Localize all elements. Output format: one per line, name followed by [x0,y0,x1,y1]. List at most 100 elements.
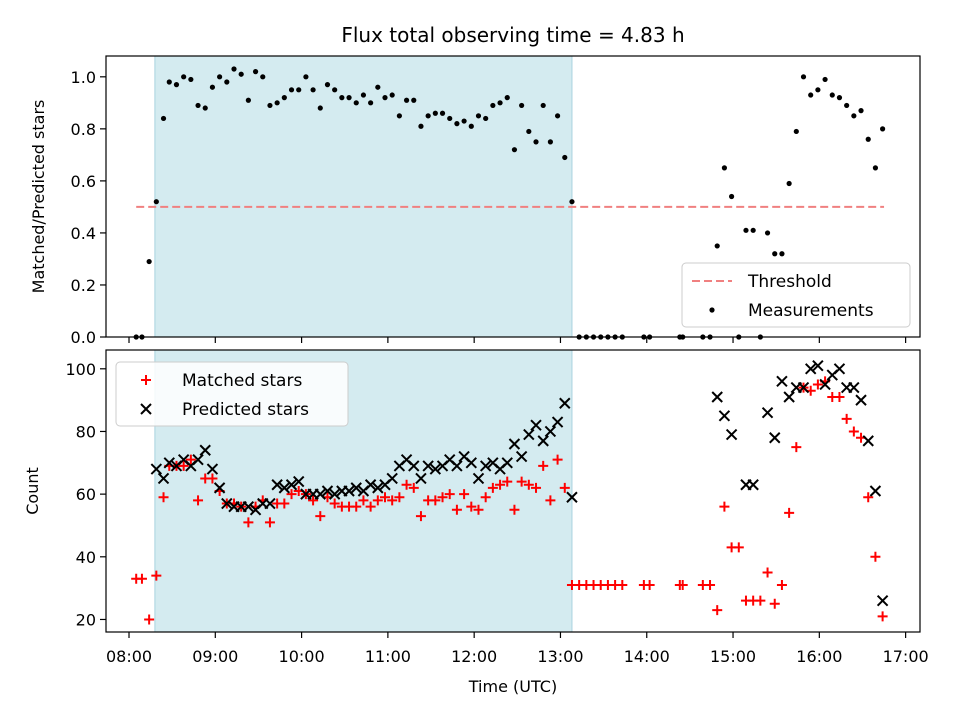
data-point [848,381,860,394]
data-point [551,416,564,428]
data-point [819,378,831,391]
data-point [858,108,864,114]
data-point [562,154,568,161]
data-point [451,460,463,472]
data-point [444,489,455,500]
data-point [812,379,823,390]
count-panel: 20 40 60 80 100 08:00 09:00 10:00 11:00 12:00 13:0… [23,349,929,696]
data-point [411,97,417,103]
data-point [511,147,518,153]
data-point [213,482,226,494]
data-point [260,74,266,80]
data-point [264,517,275,528]
data-point [328,488,341,500]
legend: Matched stars Predicted stars [115,361,349,427]
x-tick-label: 15:00 [710,647,756,666]
y-tick-label: 0.8 [71,120,96,139]
data-point [530,419,542,431]
data-point [195,102,201,109]
data-point [487,482,498,493]
data-point [712,605,723,616]
data-point [185,454,196,465]
data-point [718,410,731,422]
data-point [677,580,688,590]
data-point [288,87,295,93]
data-point [317,105,323,111]
y-tick-label: 60 [76,485,96,504]
data-point [559,397,571,409]
data-point [415,511,426,522]
data-point [869,485,882,497]
data-point [437,492,448,503]
data-point [851,113,857,119]
data-point [559,482,570,493]
data-point [848,426,859,437]
data-point [454,121,460,127]
data-point [429,463,442,475]
data-point [386,472,398,485]
legend-label: Predicted stars [182,400,309,420]
data-point [245,97,251,103]
data-point [815,87,821,93]
series-predicted-stars [150,359,889,607]
data-point [719,501,730,512]
data-point [531,482,542,493]
data-point [199,444,211,456]
data-point [841,413,852,424]
data-point [764,230,771,236]
series-measurements [133,66,886,340]
data-point [389,92,395,98]
data-point [329,498,340,509]
data-point [808,92,814,98]
data-point [504,95,510,101]
data-point [160,115,167,122]
data-point [475,113,482,119]
data-point [779,251,785,257]
data-point [408,482,419,493]
data-point [207,473,218,484]
data-point [733,542,744,553]
data-point [451,504,462,515]
data-point [490,102,496,109]
data-point [772,251,778,257]
data-point [146,258,152,265]
data-point [365,501,376,512]
x-tick-label: 10:00 [279,647,325,666]
data-point [422,460,434,472]
data-point [252,69,259,75]
data-point [425,113,431,119]
data-point [332,87,338,93]
data-point [495,479,506,490]
data-point [784,507,795,518]
data-point [743,227,749,233]
data-point [136,573,147,584]
y-tick-label: 0.6 [71,172,96,191]
data-point [501,457,513,469]
data-point [729,193,735,200]
data-point [430,495,441,506]
data-point [206,463,219,475]
axes-frame [105,349,921,633]
data-point [644,580,655,590]
data-point [459,489,470,500]
data-point [844,102,850,109]
data-point [870,551,881,562]
x-tick-label: 13:00 [537,647,583,666]
data-point [150,463,163,475]
data-point [502,476,513,487]
data-point [321,485,334,497]
data-point [544,425,557,438]
data-point [769,598,780,609]
y-tick-label: 40 [76,548,96,567]
x-tick-label: 11:00 [365,647,411,666]
data-point [725,428,738,441]
data-point [339,95,345,101]
data-point [793,128,799,135]
legend-box [681,262,911,328]
data-point [178,460,189,471]
legend-box [115,361,349,427]
data-point [372,482,384,494]
y-tick-label: 1.0 [71,68,96,87]
data-point [483,115,489,122]
data-point [836,95,843,101]
